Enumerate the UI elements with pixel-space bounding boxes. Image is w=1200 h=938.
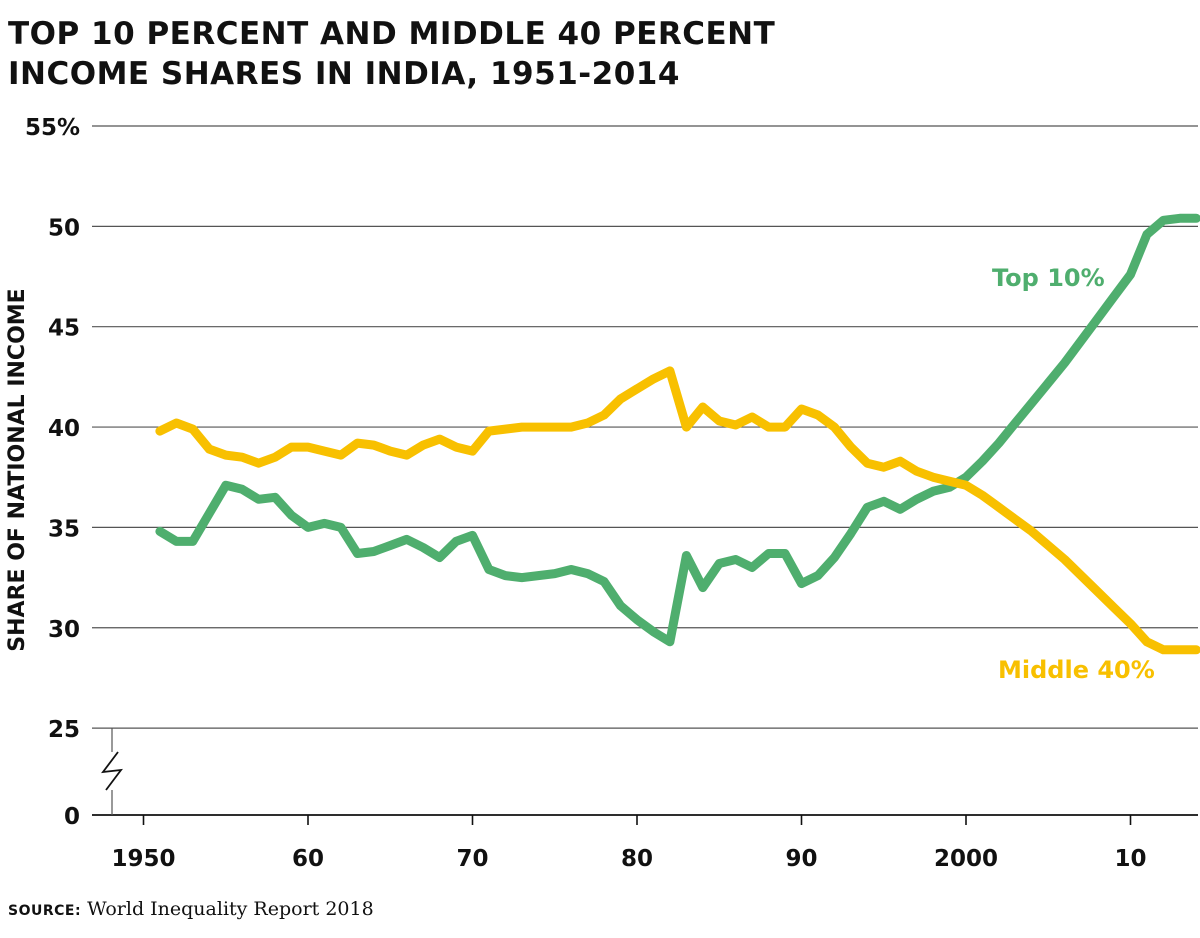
x-tick-label-70: 70: [456, 846, 488, 872]
chart-title-line-1: TOP 10 PERCENT AND MIDDLE 40 PERCENT: [8, 16, 776, 52]
y-axis-label: SHARE OF NATIONAL INCOME: [5, 288, 30, 651]
y-axis-ticks: 55% 50 45 40 35 30 25 0: [25, 115, 80, 830]
source-text: World Inequality Report 2018: [81, 898, 374, 920]
y-tick-label-25: 25: [48, 717, 80, 743]
y-axis-break: [101, 728, 123, 815]
series-lines: [155, 213, 1200, 655]
x-tick-label-60: 60: [292, 846, 324, 872]
x-tick-label-2000: 2000: [934, 846, 998, 872]
series-line-top-10: [155, 213, 1200, 647]
y-tick-label-30: 30: [48, 617, 80, 643]
chart-title: TOP 10 PERCENT AND MIDDLE 40 PERCENT INC…: [8, 14, 775, 94]
axis-break-zigzag: [101, 751, 123, 791]
x-tick-label-80: 80: [621, 846, 653, 872]
y-tick-label-55: 55%: [25, 115, 80, 141]
y-tick-label-40: 40: [48, 416, 80, 442]
y-tick-label-0: 0: [64, 804, 80, 830]
y-tick-label-35: 35: [48, 516, 80, 542]
source-label: SOURCE:: [8, 903, 82, 919]
series-line-middle-40: [155, 366, 1200, 655]
x-tick-label-10: 10: [1114, 846, 1146, 872]
series-label-top-10: Top 10%: [992, 264, 1105, 292]
series-label-middle-40: Middle 40%: [998, 656, 1155, 684]
x-axis-ticks: 1950 60 70 80 90 2000 10: [111, 815, 1147, 872]
source-note: SOURCE: World Inequality Report 2018: [8, 898, 374, 920]
x-tick-label-90: 90: [785, 846, 817, 872]
gridlines: [92, 125, 1198, 816]
x-tick-label-1950: 1950: [111, 846, 175, 872]
chart-title-line-2: INCOME SHARES IN INDIA, 1951-2014: [8, 56, 680, 92]
y-tick-label-45: 45: [48, 316, 80, 342]
y-tick-label-50: 50: [48, 215, 80, 241]
